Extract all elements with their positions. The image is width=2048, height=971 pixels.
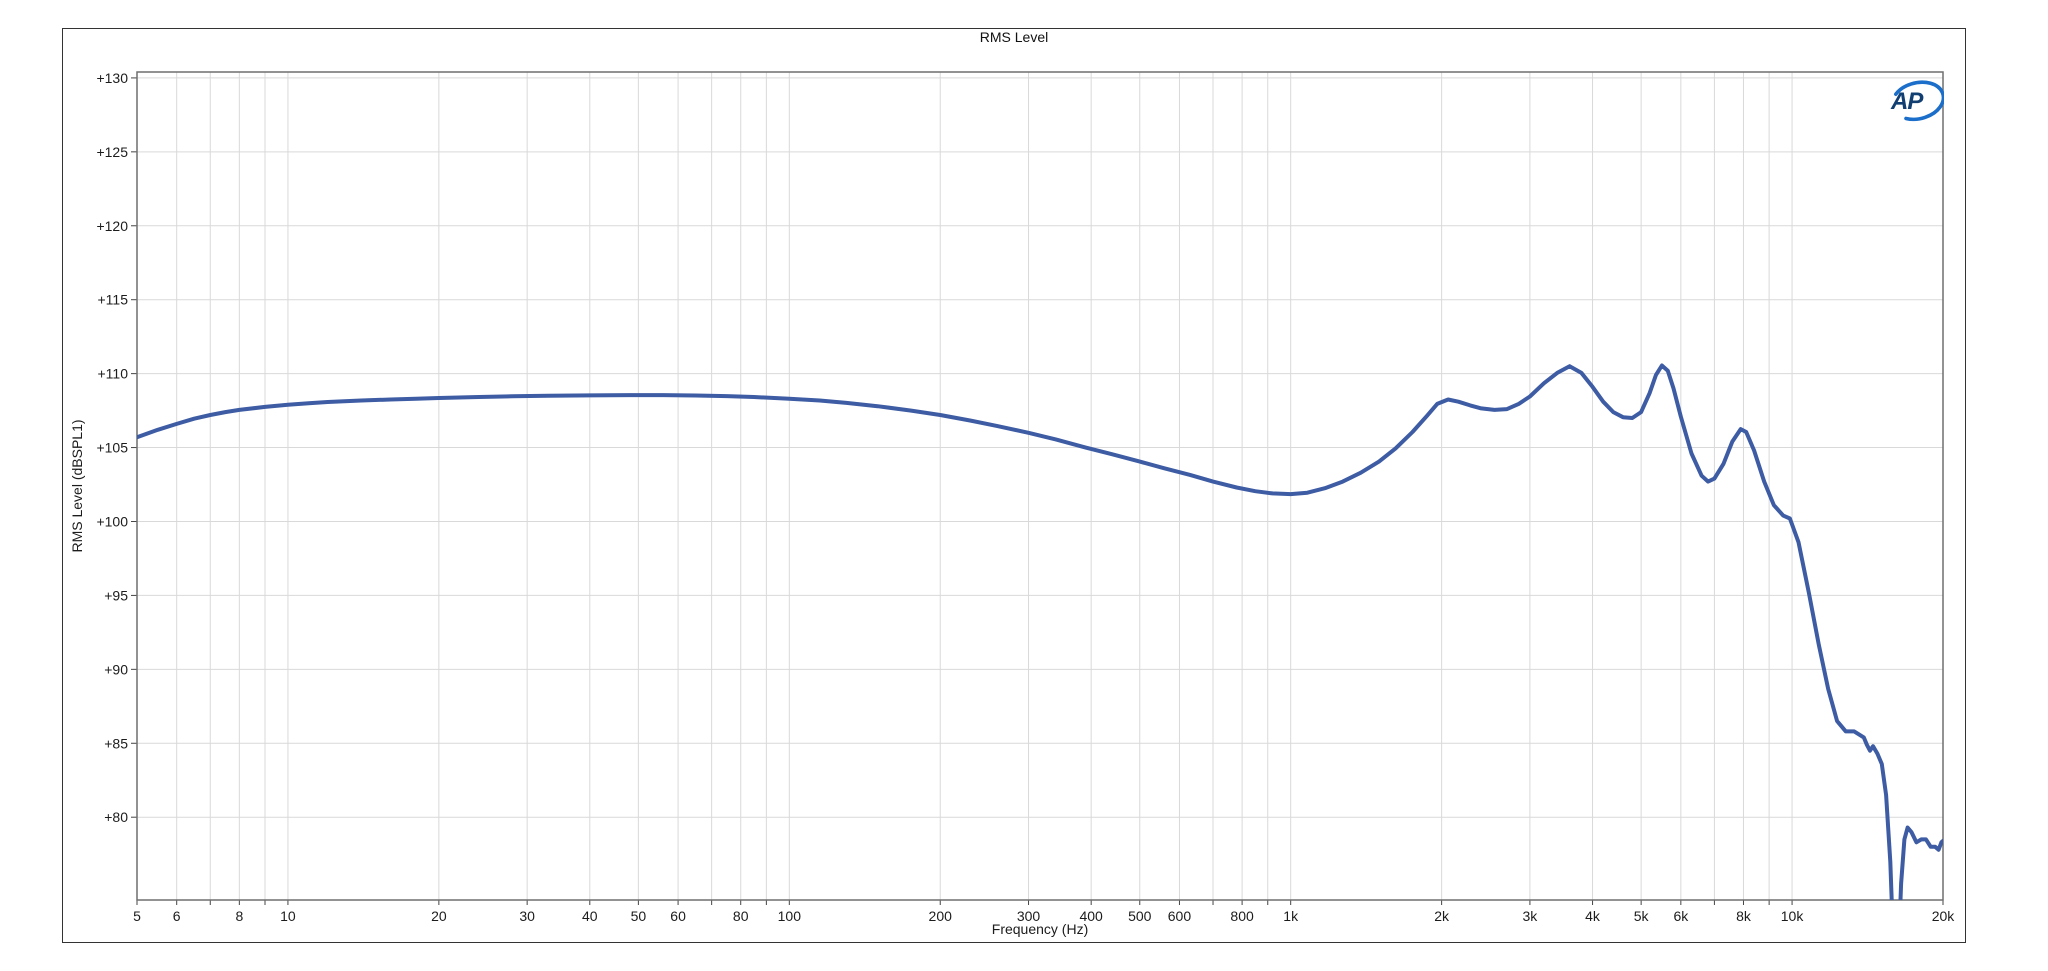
x-tick-label: 4k — [1585, 908, 1601, 924]
x-tick-label: 100 — [778, 908, 802, 924]
y-tick-label: +95 — [104, 587, 128, 603]
x-tick-label: 6k — [1673, 908, 1689, 924]
x-tick-label: 300 — [1017, 908, 1041, 924]
x-tick-label: 40 — [582, 908, 598, 924]
x-tick-label: 1k — [1283, 908, 1299, 924]
x-tick-label: 60 — [670, 908, 686, 924]
y-tick-label: +90 — [104, 661, 128, 677]
graph-frame — [62, 28, 1966, 943]
x-tick-label: 400 — [1079, 908, 1103, 924]
y-tick-label: +125 — [96, 144, 128, 160]
y-tick-label: +120 — [96, 218, 128, 234]
x-tick-label: 600 — [1168, 908, 1192, 924]
ap-logo-swoosh-icon — [1894, 80, 1944, 122]
x-tick-label: 10k — [1781, 908, 1805, 924]
y-tick-label: +130 — [96, 70, 128, 86]
y-tick-label: +80 — [104, 809, 128, 825]
ap-logo-letters: AP — [1890, 88, 1924, 115]
x-tick-label: 8 — [235, 908, 243, 924]
x-tick-label: 80 — [733, 908, 749, 924]
x-tick-label: 6 — [173, 908, 181, 924]
y-tick-label: +110 — [98, 366, 129, 382]
y-axis-title: RMS Level (dBSPL1) — [69, 419, 85, 552]
y-tick-label: +105 — [96, 440, 128, 456]
x-tick-label: 200 — [929, 908, 953, 924]
x-tick-label: 20k — [1932, 908, 1956, 924]
y-tick-label: +85 — [104, 735, 128, 751]
x-axis-title: Frequency (Hz) — [991, 921, 1089, 937]
y-tick-label: +115 — [98, 292, 129, 308]
x-tick-label: 20 — [431, 908, 447, 924]
x-tick-label: 2k — [1434, 908, 1450, 924]
x-tick-label: 10 — [280, 908, 296, 924]
x-tick-label: 5 — [133, 908, 141, 924]
x-tick-label: 30 — [519, 908, 535, 924]
ap-logo: AP — [1890, 80, 1944, 122]
rms-level-curve — [137, 363, 1943, 900]
y-tick-label: +100 — [96, 513, 128, 529]
x-tick-label: 800 — [1230, 908, 1254, 924]
x-tick-label: 8k — [1736, 908, 1752, 924]
plot-border — [136, 71, 1944, 901]
x-tick-label: 500 — [1128, 908, 1152, 924]
x-tick-label: 50 — [631, 908, 647, 924]
x-tick-label: 5k — [1634, 908, 1650, 924]
chart-title: RMS Level — [979, 29, 1049, 45]
x-tick-label: 3k — [1523, 908, 1539, 924]
